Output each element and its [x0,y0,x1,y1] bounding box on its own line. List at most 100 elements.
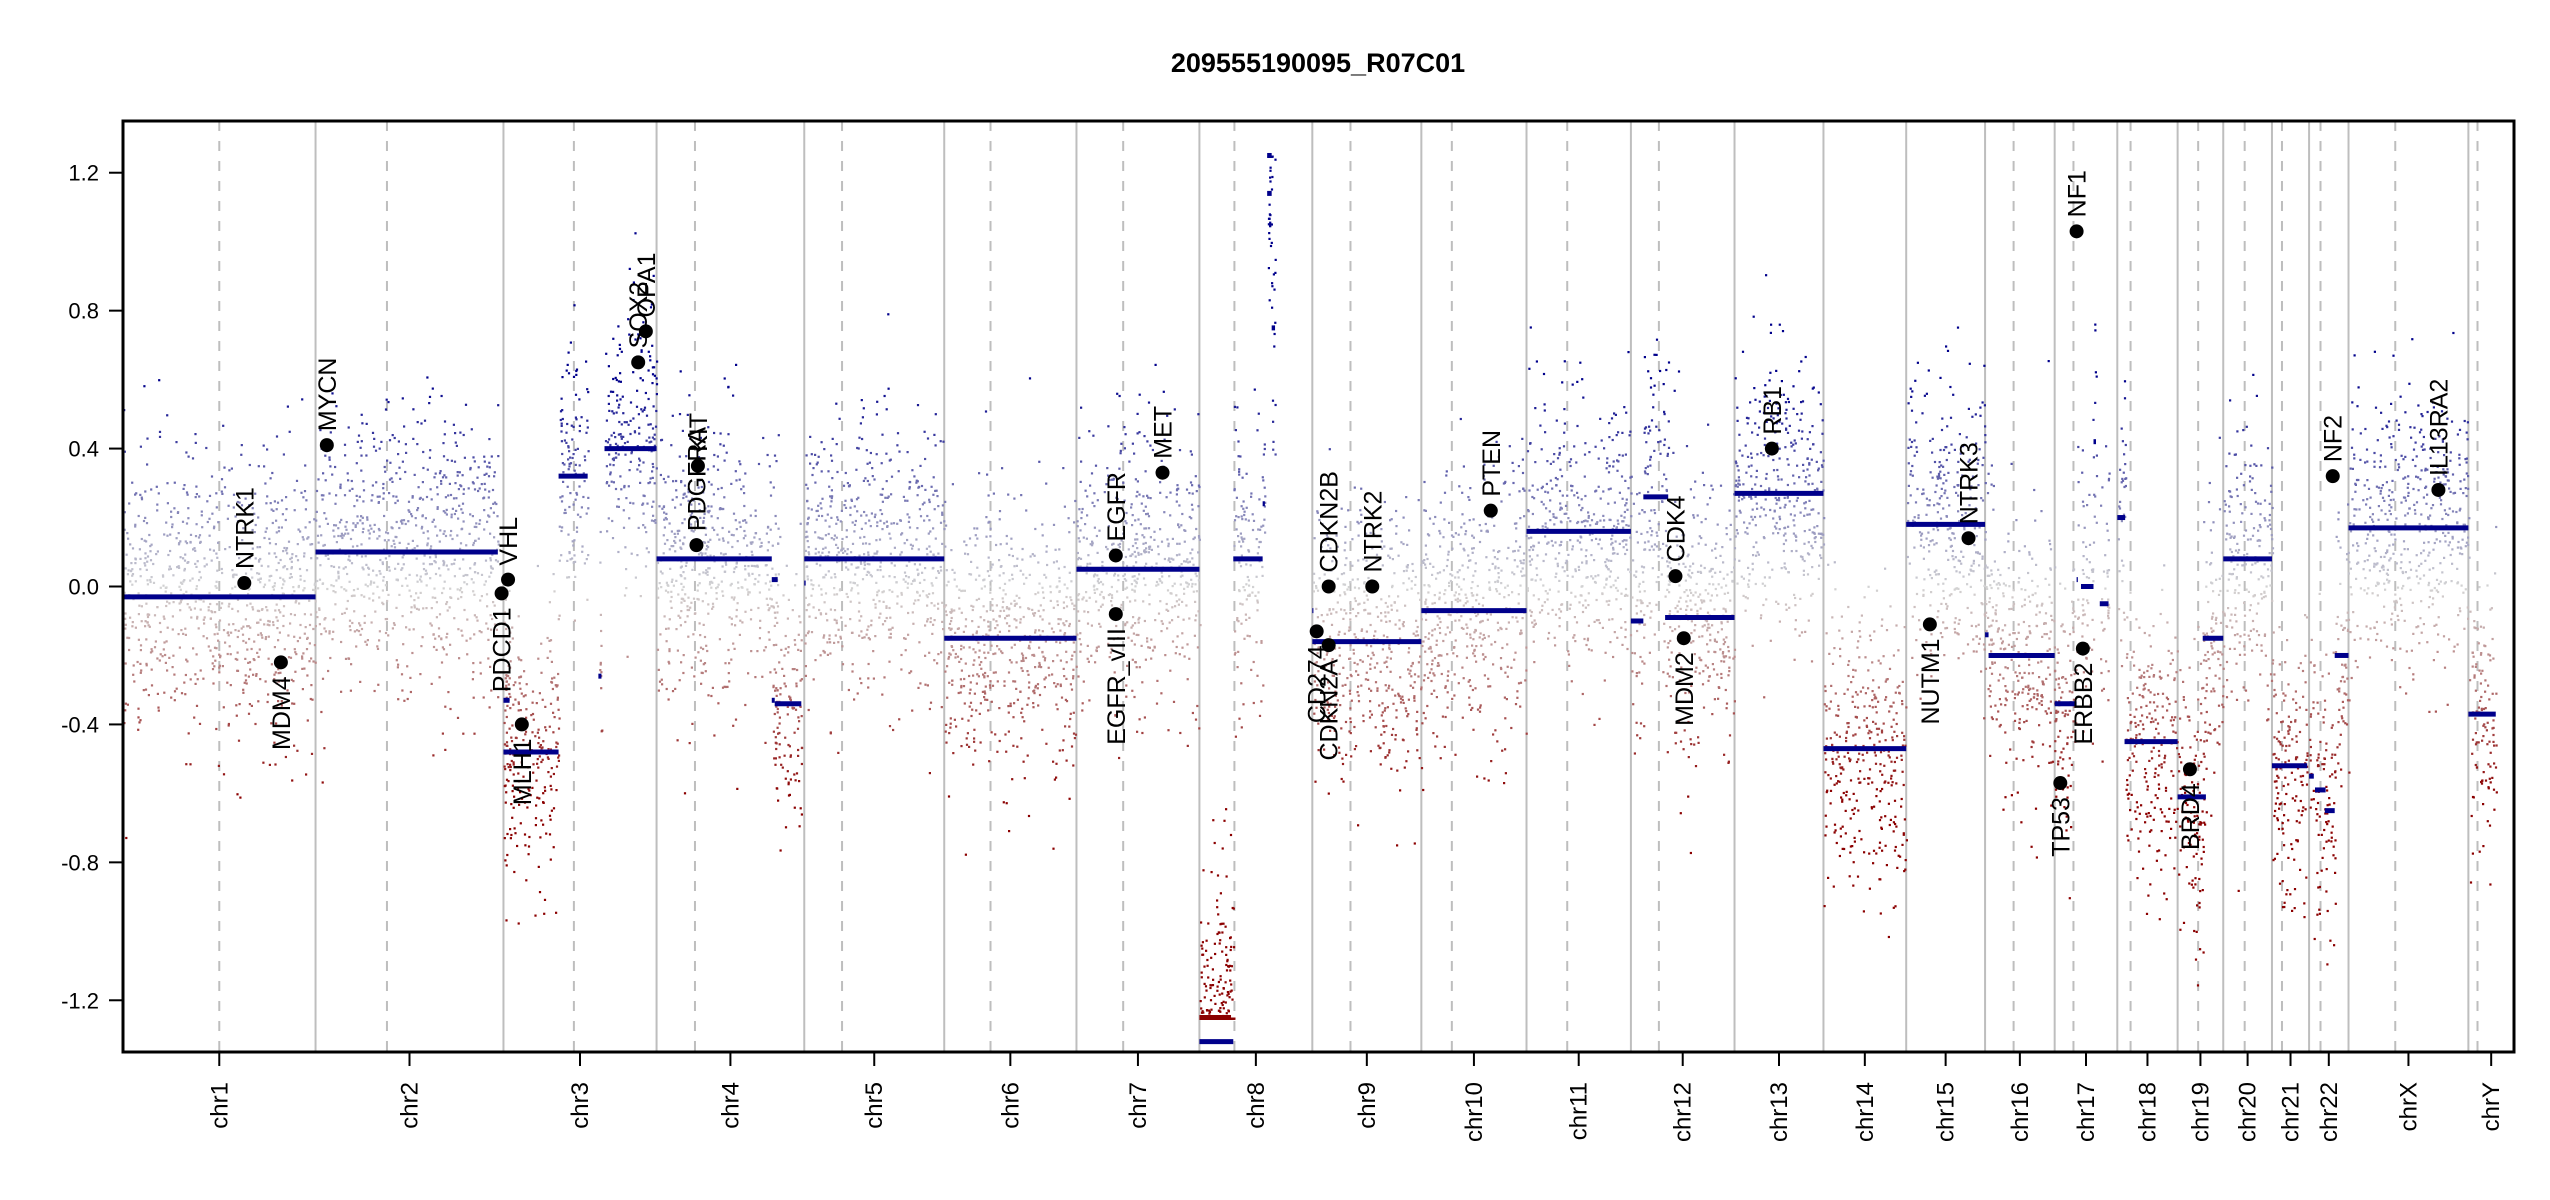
probe-point [188,606,191,609]
probe-point [1090,472,1094,475]
probe-point [1125,522,1128,525]
probe-point [721,686,725,689]
probe-point [523,833,527,836]
probe-point [918,581,922,584]
probe-point [207,609,210,612]
probe-point [599,561,602,564]
probe-point [1045,742,1048,745]
probe-point [1080,460,1083,463]
probe-point [277,526,280,529]
probe-point [547,757,550,760]
probe-point [438,472,442,475]
probe-point [885,480,888,483]
probe-point [861,437,864,441]
probe-point [900,653,903,657]
probe-point [684,564,688,567]
probe-point [642,502,645,505]
probe-point [263,465,266,468]
probe-point [338,548,341,551]
probe-point [1257,412,1260,415]
probe-point [653,366,656,369]
probe-point [1028,644,1031,647]
probe-point [998,648,1001,651]
probe-point [978,649,981,652]
probe-point [339,483,342,486]
probe-point [221,492,224,495]
probe-point [1357,587,1361,590]
probe-point [1272,273,1275,276]
probe-point [1315,607,1318,610]
probe-point [1041,728,1044,731]
probe-point [1242,703,1245,706]
probe-point [1078,540,1081,543]
probe-point [191,577,194,580]
probe-point [1147,401,1151,404]
probe-point [510,803,513,806]
probe-point [1135,580,1138,583]
probe-point [179,588,182,591]
probe-point [1231,906,1234,910]
probe-point [397,562,400,565]
probe-point [1023,720,1026,723]
probe-point [572,425,575,428]
probe-point [1197,484,1200,487]
probe-point [301,398,304,401]
probe-point [1008,553,1011,557]
probe-point [504,859,507,862]
probe-point [1122,562,1125,565]
probe-point [629,432,632,436]
probe-point [273,552,276,555]
probe-point [974,534,977,537]
probe-point [1126,621,1129,624]
probe-point [1235,528,1238,531]
probe-point [977,597,981,600]
probe-point [505,715,508,719]
probe-point [1038,646,1041,649]
probe-point [855,468,858,471]
probe-point [732,512,736,515]
probe-point [1113,572,1117,575]
probe-point [604,440,608,443]
probe-point [1135,666,1138,669]
probe-point [302,652,305,655]
probe-point [1050,627,1054,630]
probe-point [933,508,936,511]
probe-point [835,402,838,405]
probe-point [503,611,506,614]
probe-point [1148,593,1151,596]
probe-point [1408,647,1411,650]
probe-point [979,741,982,744]
probe-point [1009,702,1012,705]
probe-point [1101,583,1105,586]
probe-point [852,581,855,584]
probe-point [194,496,197,499]
probe-point [1247,550,1251,553]
probe-point [810,453,813,456]
probe-point [1194,600,1197,603]
probe-point [940,706,943,709]
probe-point [835,536,838,539]
probe-point [968,692,971,695]
probe-point [926,618,929,621]
probe-point [947,657,950,660]
probe-point [921,571,924,574]
probe-point [1181,574,1184,577]
probe-point [227,623,231,626]
probe-point [876,524,879,528]
probe-point [169,533,172,536]
probe-point [1193,634,1196,637]
probe-point [1067,517,1070,520]
probe-point [706,573,709,576]
probe-point [1341,762,1345,766]
probe-point [784,826,788,829]
probe-point [857,592,860,595]
probe-point [1143,536,1146,539]
probe-point [681,429,684,432]
probe-point [673,539,676,543]
probe-point [298,636,302,639]
probe-point [778,661,781,664]
probe-point [1129,600,1132,603]
probe-point [907,576,910,579]
probe-point [140,669,143,672]
probe-point [159,586,162,589]
